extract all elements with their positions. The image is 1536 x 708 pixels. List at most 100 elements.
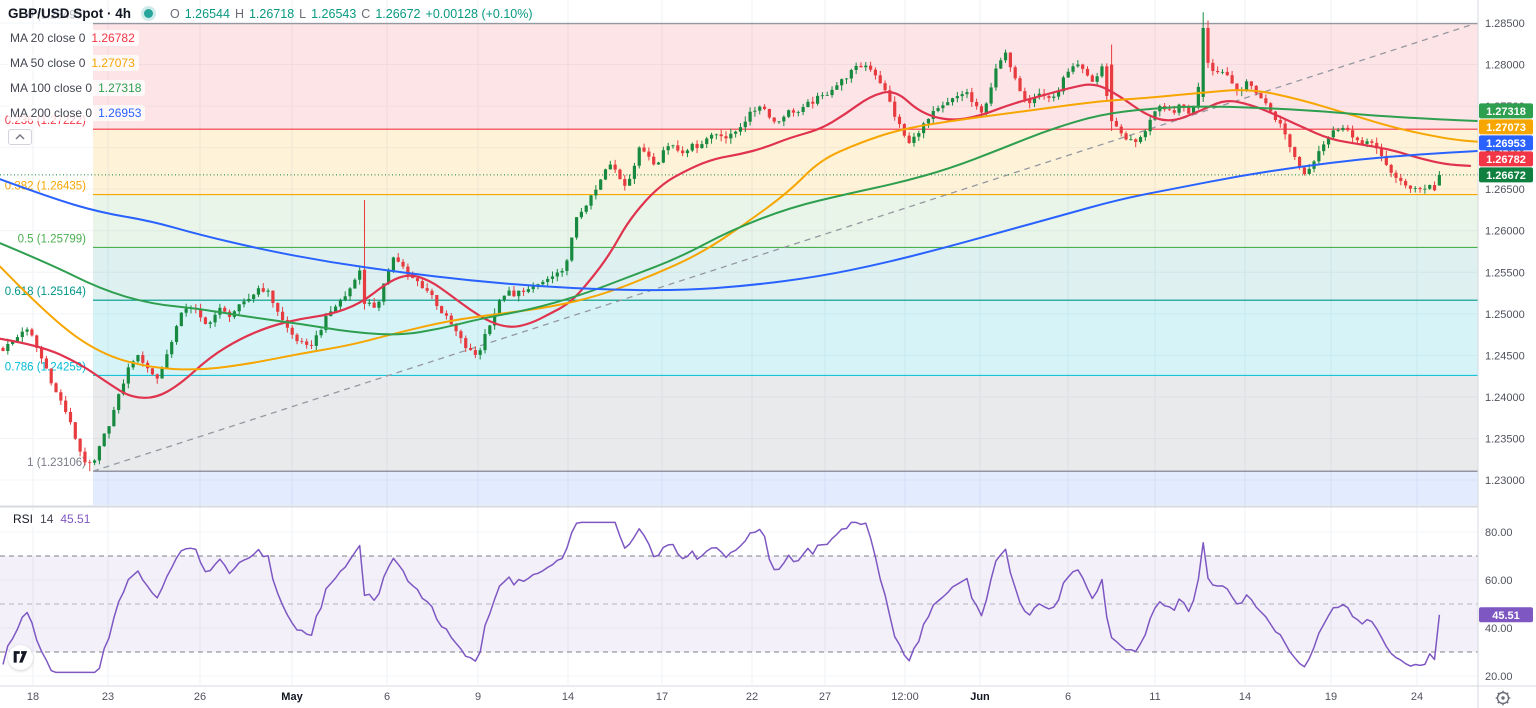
candle-body [242, 301, 246, 305]
rsi-legend[interactable]: RSI 14 45.51 [8, 511, 96, 527]
candle-body [362, 269, 367, 304]
candle-body [497, 300, 502, 314]
ma20-label: MA 20 close 0 [10, 31, 86, 45]
candle-body [603, 169, 608, 180]
ma100-line[interactable] [0, 105, 1479, 336]
rsi-badge-bg [1479, 607, 1533, 623]
candle-body [608, 164, 612, 170]
trendline[interactable] [92, 22, 1476, 472]
candle-body [1100, 66, 1104, 77]
time-tick-label: 19 [1325, 691, 1337, 703]
candle-body [276, 303, 280, 312]
ohlc-high-key: H [234, 6, 244, 21]
candle-body [1018, 78, 1022, 92]
candle-body [1317, 151, 1321, 162]
candle-body [1336, 130, 1340, 131]
time-axis-panel[interactable] [0, 686, 1536, 708]
tradingview-logo[interactable] [8, 645, 33, 670]
candle-body [126, 367, 130, 384]
candle-body [589, 195, 593, 206]
rsi-value: 45.51 [60, 512, 91, 526]
candle-body [179, 312, 183, 327]
time-tick-label: 17 [656, 691, 668, 703]
legend-row-ma200[interactable]: MA 200 close 0 1.26953 [8, 105, 146, 121]
candle-body [59, 392, 63, 401]
ma50-value: 1.27073 [91, 56, 135, 70]
candle-body [642, 147, 646, 152]
candle-body [1003, 52, 1008, 61]
fib-retracement[interactable]: 0 (1.28493)0.236 (1.27222)0.382 (1.26435… [5, 10, 1478, 505]
price-tick-label: 1.26500 [1485, 184, 1525, 196]
candle-body [1008, 52, 1012, 68]
legend-collapse-button[interactable] [8, 129, 32, 145]
candle-body [550, 276, 555, 279]
candle-body [319, 330, 323, 336]
candle-body [415, 278, 420, 282]
candle-body [738, 127, 743, 132]
candle-body [237, 304, 241, 312]
candle-body [555, 272, 559, 277]
candle-body [1418, 188, 1422, 190]
candle-body [1288, 134, 1292, 148]
candle-body [579, 211, 583, 218]
candle-body [917, 133, 921, 137]
candle-body [1191, 105, 1196, 114]
candle-body [184, 308, 188, 313]
candle-body [338, 300, 342, 307]
candle-body [160, 368, 164, 379]
candle-body [78, 438, 82, 452]
ma100-value: 1.27318 [98, 81, 142, 95]
candle-body [314, 335, 318, 346]
legend-row-ma20[interactable]: MA 20 close 0 1.26782 [8, 30, 139, 46]
candle-body [1196, 86, 1200, 106]
candle-body [743, 121, 747, 128]
candle-body [623, 179, 627, 186]
candle-body [473, 350, 477, 355]
candle-body [574, 217, 579, 238]
time-axis-settings[interactable] [1495, 690, 1511, 706]
ma50-label: MA 50 close 0 [10, 56, 86, 70]
candle-body [676, 145, 680, 151]
price-badge: 1.27073 [1479, 119, 1533, 135]
candle-body [1114, 121, 1119, 127]
rsi-line[interactable] [2, 521, 1441, 674]
candle-body [396, 257, 400, 262]
candle-body [599, 179, 603, 190]
candle-body [801, 107, 805, 112]
change-readout: +0.00128 (+0.10%) [425, 6, 533, 21]
price-badge-value: 1.27073 [1486, 122, 1526, 134]
candle-body [6, 344, 10, 352]
candle-body [309, 344, 314, 346]
price-tick-label: 1.24000 [1485, 392, 1525, 404]
candle-body [155, 374, 159, 379]
candle-body [1365, 141, 1369, 144]
candle-body [652, 156, 656, 165]
ma200-line[interactable] [0, 150, 1479, 292]
candle-body [1428, 185, 1432, 189]
rsi-badge-value: 45.51 [1492, 610, 1520, 622]
candle-body [112, 409, 116, 427]
candle-body [965, 92, 969, 95]
chevron-up-icon [15, 134, 25, 140]
candle-body [946, 102, 950, 106]
candle-body [955, 96, 959, 99]
candle-body [859, 65, 863, 68]
candle-body [565, 260, 569, 271]
fib-level-label: 0.618 (1.25164) [5, 286, 86, 298]
candle-body [830, 89, 834, 96]
legend-row-ma50[interactable]: MA 50 close 0 1.27073 [8, 55, 139, 71]
candle-body [435, 295, 439, 307]
candle-body [835, 85, 839, 90]
candle-body [926, 118, 931, 124]
ma50-line[interactable] [0, 89, 1479, 371]
legend-row-ma100[interactable]: MA 100 close 0 1.27318 [8, 80, 146, 96]
candle-body [782, 116, 786, 122]
candle-body [333, 306, 338, 312]
price-badge: 1.26782 [1479, 151, 1533, 167]
candle-body [811, 101, 815, 104]
candle-body [343, 296, 347, 301]
candle-body [671, 145, 675, 147]
candle-body [425, 288, 429, 291]
fib-band [93, 300, 1478, 376]
symbol-title[interactable]: GBP/USD Spot · 4h [8, 6, 132, 21]
